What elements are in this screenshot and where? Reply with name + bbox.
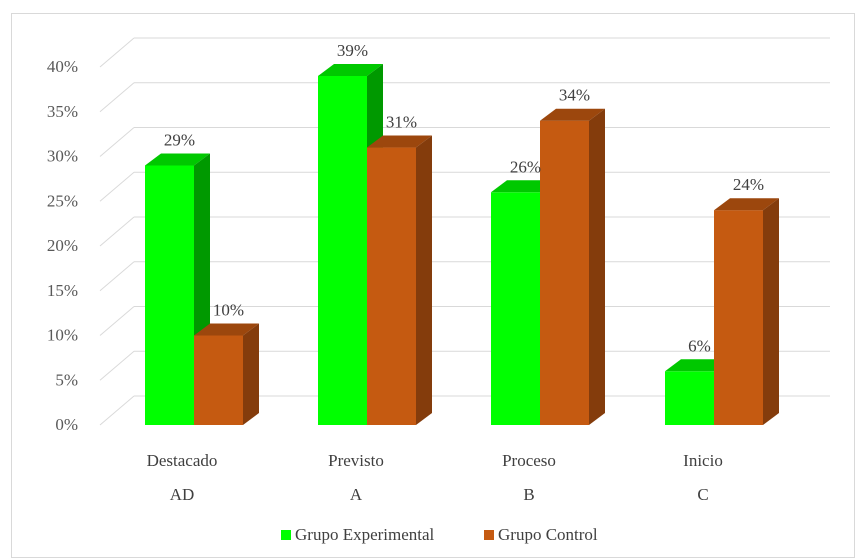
- y-tick-label: 5%: [55, 370, 78, 389]
- y-tick-label: 35%: [47, 102, 78, 121]
- legend-label-experimental: Grupo Experimental: [295, 525, 435, 544]
- category-code-label: AD: [170, 485, 195, 504]
- category-label: Previsto: [328, 451, 384, 470]
- bar-front: [145, 165, 194, 425]
- category-code-label: A: [350, 485, 363, 504]
- bar-1-1: [367, 135, 432, 426]
- bar-side: [589, 108, 605, 425]
- y-axis-ticks: 0% 5% 10% 15% 20% 25% 30% 35% 40%: [47, 57, 78, 434]
- y-tick-label: 25%: [47, 191, 78, 210]
- gridline-diagonal: [99, 216, 135, 247]
- category-label: Proceso: [502, 451, 556, 470]
- bar-side: [763, 198, 779, 425]
- bar-top: [367, 135, 432, 148]
- y-tick-label: 15%: [47, 281, 78, 300]
- bar-top: [194, 323, 259, 336]
- data-label: 10%: [213, 301, 244, 320]
- data-label: 26%: [510, 157, 541, 176]
- bar-front: [194, 335, 243, 425]
- data-label: 34%: [559, 86, 590, 105]
- legend-swatch-experimental: [281, 530, 291, 540]
- bar-top: [714, 198, 779, 211]
- data-label: 24%: [733, 175, 764, 194]
- bar-1-3: [714, 198, 779, 425]
- data-label: 31%: [386, 113, 417, 132]
- bar-top: [540, 108, 605, 121]
- bar-1-0: [194, 323, 259, 425]
- category-code-label: C: [697, 485, 708, 504]
- gridline-diagonal: [99, 171, 135, 202]
- data-label: 6%: [688, 336, 711, 355]
- category-label: Destacado: [147, 451, 218, 470]
- y-tick-label: 10%: [47, 326, 78, 345]
- bar-front: [367, 147, 416, 426]
- bar-top: [145, 153, 210, 166]
- category-label: Inicio: [683, 451, 723, 470]
- x-axis-labels: Destacado AD Previsto A Proceso B Inicio C: [147, 451, 723, 504]
- bar-side: [243, 323, 259, 425]
- gridline-diagonal: [99, 261, 135, 292]
- y-tick-label: 40%: [47, 57, 78, 76]
- data-label: 39%: [337, 41, 368, 60]
- gridline-diagonal: [99, 127, 135, 157]
- bar-front: [665, 371, 714, 425]
- gridline-diagonal: [99, 395, 135, 426]
- legend-label-control: Grupo Control: [498, 525, 598, 544]
- bar-top: [318, 63, 383, 76]
- bar-front: [491, 192, 540, 425]
- bar-top: [665, 359, 730, 372]
- bar-side: [416, 135, 432, 426]
- legend: Grupo Experimental Grupo Control: [281, 525, 598, 544]
- data-labels: 29% 10% 39% 31% 26% 34% 6% 24%: [164, 41, 764, 355]
- legend-swatch-control: [484, 530, 494, 540]
- y-tick-label: 20%: [47, 236, 78, 255]
- data-label: 29%: [164, 130, 195, 149]
- category-code-label: B: [523, 485, 534, 504]
- gridline-diagonal: [99, 306, 135, 336]
- gridline-diagonal: [99, 350, 135, 381]
- bar-front: [540, 120, 589, 425]
- bar-1-2: [540, 108, 605, 425]
- gridline-diagonal: [99, 37, 135, 68]
- y-tick-label: 30%: [47, 147, 78, 166]
- bar-top: [491, 180, 556, 193]
- bars: [145, 63, 779, 426]
- gridline-diagonal: [99, 82, 135, 113]
- y-tick-label: 0%: [55, 415, 78, 434]
- bar-front: [714, 210, 763, 425]
- bar-front: [318, 75, 367, 425]
